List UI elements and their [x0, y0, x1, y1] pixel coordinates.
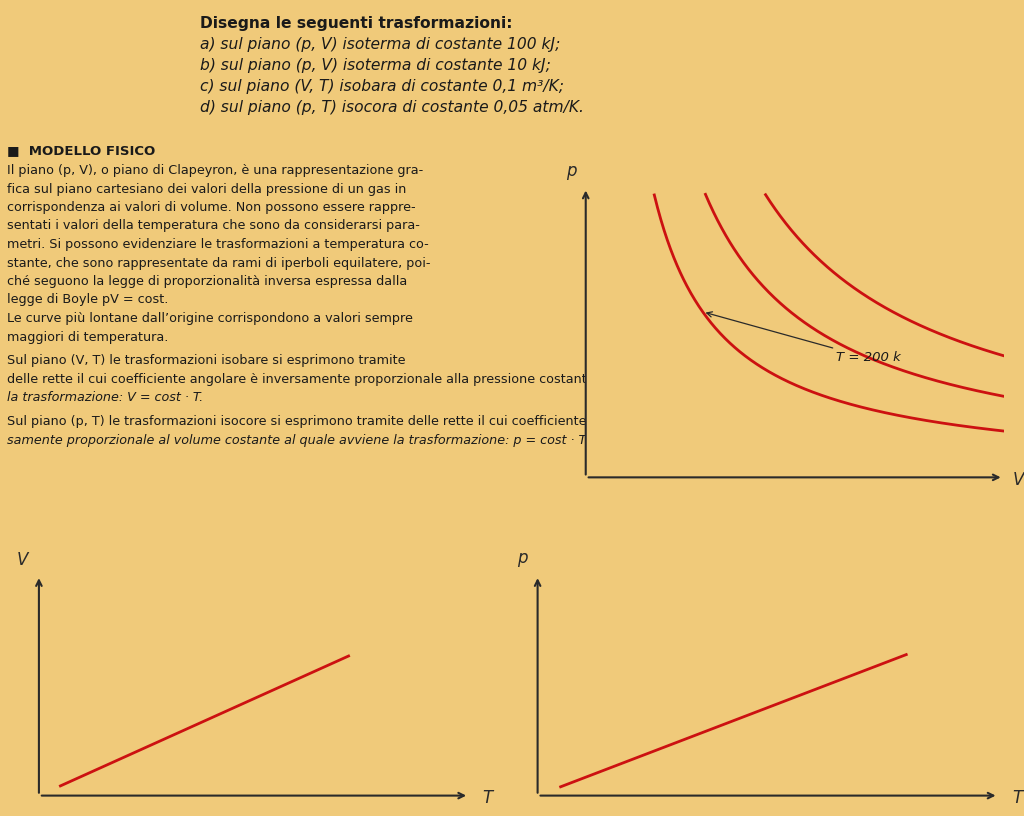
Text: c) sul piano (V, T) isobara di costante 0,1 m³/K;: c) sul piano (V, T) isobara di costante …	[200, 79, 564, 94]
Text: $V$: $V$	[1012, 471, 1024, 489]
Text: d) sul piano (p, T) isocora di costante 0,05 atm/K.: d) sul piano (p, T) isocora di costante …	[200, 100, 584, 115]
Text: $p$: $p$	[516, 551, 528, 569]
Text: corrispondenza ai valori di volume. Non possono essere rappre-: corrispondenza ai valori di volume. Non …	[7, 201, 416, 214]
Text: b) sul piano (p, V) isoterma di costante 10 kJ;: b) sul piano (p, V) isoterma di costante…	[200, 58, 551, 73]
Text: $p$: $p$	[565, 164, 578, 182]
Text: Il piano (p, V), o piano di Clapeyron, è una rappresentazione gra-: Il piano (p, V), o piano di Clapeyron, è…	[7, 164, 423, 177]
Text: fica sul piano cartesiano dei valori della pressione di un gas in: fica sul piano cartesiano dei valori del…	[7, 183, 407, 196]
Text: samente proporzionale al volume costante al quale avviene la trasformazione: p =: samente proporzionale al volume costante…	[7, 434, 589, 447]
Text: metri. Si possono evidenziare le trasformazioni a temperatura co-: metri. Si possono evidenziare le trasfor…	[7, 238, 429, 251]
Text: ■  MODELLO FISICO: ■ MODELLO FISICO	[7, 144, 156, 157]
Text: la trasformazione: V = cost · T.: la trasformazione: V = cost · T.	[7, 391, 203, 404]
Text: Disegna le seguenti trasformazioni:: Disegna le seguenti trasformazioni:	[200, 16, 512, 31]
Text: ché seguono la legge di proporzionalità inversa espressa dalla: ché seguono la legge di proporzionalità …	[7, 275, 408, 288]
Text: Sul piano (V, T) le trasformazioni isobare si esprimono tramite: Sul piano (V, T) le trasformazioni isoba…	[7, 354, 406, 367]
Text: $T$: $T$	[1013, 788, 1024, 806]
Text: legge di Boyle pV = cost.: legge di Boyle pV = cost.	[7, 294, 168, 307]
Text: sentati i valori della temperatura che sono da considerarsi para-: sentati i valori della temperatura che s…	[7, 220, 420, 233]
Text: maggiori di temperatura.: maggiori di temperatura.	[7, 330, 168, 344]
Text: Sul piano (p, T) le trasformazioni isocore si esprimono tramite delle rette il c: Sul piano (p, T) le trasformazioni isoco…	[7, 415, 698, 428]
Text: a) sul piano (p, V) isoterma di costante 100 kJ;: a) sul piano (p, V) isoterma di costante…	[200, 37, 560, 52]
Text: delle rette il cui coefficiente angolare è inversamente proporzionale alla press: delle rette il cui coefficiente angolare…	[7, 372, 716, 385]
Text: $T$: $T$	[482, 788, 496, 806]
Text: T = 200 k: T = 200 k	[707, 312, 901, 365]
Text: Le curve più lontane dall’origine corrispondono a valori sempre: Le curve più lontane dall’origine corris…	[7, 312, 413, 325]
Text: stante, che sono rappresentate da rami di iperboli equilatere, poi-: stante, che sono rappresentate da rami d…	[7, 256, 430, 269]
Text: $V$: $V$	[16, 551, 31, 569]
